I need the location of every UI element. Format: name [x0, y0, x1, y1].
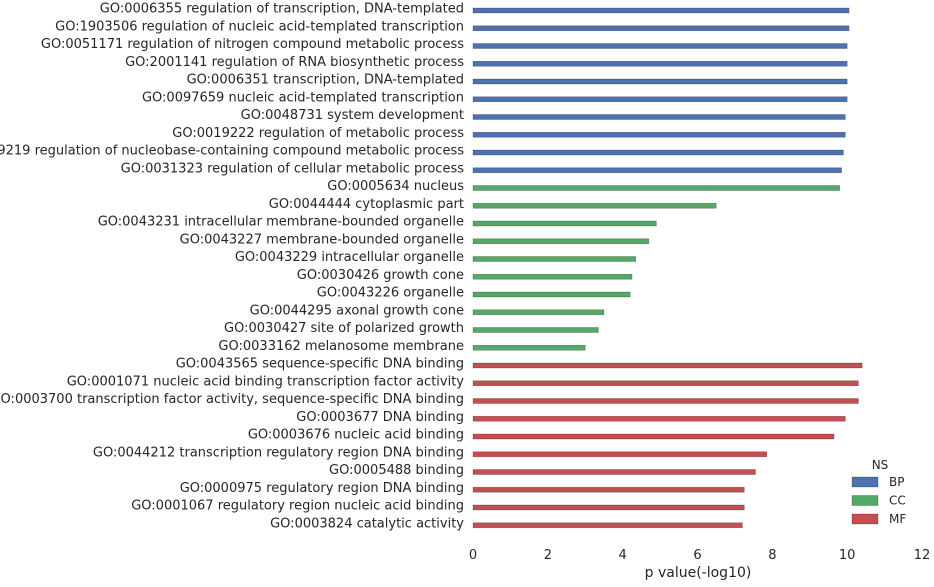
- bar-bp: [472, 7, 850, 14]
- legend-label-cc: CC: [889, 494, 906, 508]
- bar-mf: [472, 486, 745, 493]
- bar-cc: [472, 220, 657, 227]
- category-label: GO:0006351 transcription, DNA-templated: [187, 73, 464, 88]
- bar-cc: [472, 344, 586, 351]
- bar-mf: [472, 380, 859, 387]
- category-label: GO:0003700 transcription factor activity…: [0, 392, 464, 407]
- category-label: GO:0030426 growth cone: [297, 268, 464, 283]
- category-label: GO:0001067 regulatory region nucleic aci…: [131, 499, 464, 514]
- x-tick-label: 12: [914, 548, 931, 563]
- x-tick-label: 10: [839, 548, 856, 563]
- x-tick-label: 0: [469, 548, 477, 563]
- bar-cc: [472, 256, 637, 262]
- category-label: GO:0003677 DNA binding: [296, 410, 464, 425]
- bars-layer: [472, 7, 863, 529]
- category-label: GO:0005634 nucleus: [327, 179, 464, 194]
- bar-mf: [472, 362, 863, 369]
- bar-bp: [472, 96, 848, 103]
- category-label: GO:0043231 intracellular membrane-bounde…: [98, 215, 464, 230]
- bar-mf: [472, 433, 835, 440]
- bar-mf: [472, 504, 745, 511]
- category-label: GO:0019222 regulation of metabolic proce…: [172, 126, 464, 141]
- bar-mf: [472, 469, 756, 475]
- category-label: GO:0043565 sequence-specific DNA binding: [176, 357, 464, 372]
- category-label: GO:0000975 regulatory region DNA binding: [180, 481, 464, 496]
- legend-swatch-mf: [851, 513, 879, 525]
- x-tick-label: 6: [693, 548, 701, 563]
- legend-swatch-bp: [851, 476, 879, 488]
- bar-bp: [472, 60, 848, 67]
- bar-bp: [472, 167, 842, 174]
- category-label: GO:0031323 regulation of cellular metabo…: [121, 161, 465, 176]
- x-axis-ticks: 0 2 4 6 8 10 12: [469, 548, 930, 563]
- category-label: GO:0006355 regulation of transcription, …: [100, 2, 464, 17]
- category-label: GO:0043226 organelle: [317, 286, 464, 301]
- category-label: GO:0033162 melanosome membrane: [218, 339, 464, 354]
- category-label: GO:0005488 binding: [329, 463, 464, 478]
- bar-cc: [472, 185, 840, 191]
- category-label: GO:0097659 nucleic acid-templated transc…: [142, 90, 464, 105]
- bar-bp: [472, 131, 846, 138]
- bar-bp: [472, 78, 848, 85]
- category-label: GO:0030427 site of polarized growth: [224, 321, 464, 336]
- x-tick-label: 8: [768, 548, 776, 563]
- legend-title: NS: [872, 458, 889, 472]
- legend-label-bp: BP: [889, 475, 904, 489]
- category-label: GO:0044295 axonal growth cone: [250, 303, 464, 318]
- category-labels: GO:0006355 regulation of transcription, …: [0, 2, 464, 532]
- category-label: GO:0044444 cytoplasmic part: [269, 197, 464, 212]
- bar-cc: [472, 309, 605, 316]
- bar-cc: [472, 273, 633, 280]
- category-label: GO:0001071 nucleic acid binding transcri…: [67, 374, 465, 389]
- category-label: GO:2001141 regulation of RNA biosyntheti…: [125, 55, 464, 70]
- bar-cc: [472, 238, 650, 245]
- x-axis-label: p value(-log10): [645, 565, 752, 581]
- category-label: GO:0019219 regulation of nucleobase-cont…: [0, 144, 464, 159]
- bar-mf: [472, 415, 846, 422]
- x-tick-label: 2: [544, 548, 552, 563]
- bar-mf: [472, 451, 768, 458]
- category-label: GO:0051171 regulation of nitrogen compou…: [41, 37, 464, 52]
- bar-mf: [472, 522, 743, 529]
- bar-bp: [472, 43, 848, 49]
- category-label: GO:0043227 membrane-bounded organelle: [180, 232, 464, 247]
- bar-bp: [472, 149, 844, 156]
- category-label: GO:1903506 regulation of nucleic acid-te…: [55, 19, 464, 34]
- bar-bp: [472, 25, 850, 32]
- category-label: GO:0003676 nucleic acid binding: [248, 428, 464, 443]
- category-label: GO:0044212 transcription regulatory regi…: [93, 445, 464, 460]
- category-label: GO:0043229 intracellular organelle: [235, 250, 464, 265]
- legend-label-mf: MF: [889, 512, 906, 526]
- bar-cc: [472, 327, 599, 333]
- legend-swatch-cc: [851, 495, 879, 506]
- bar-bp: [472, 114, 846, 120]
- bar-cc: [472, 202, 717, 209]
- x-tick-label: 4: [619, 548, 627, 563]
- bar-cc: [472, 291, 631, 298]
- legend: NS BP CC MF: [851, 458, 906, 526]
- category-label: GO:0048731 system development: [241, 108, 464, 123]
- bar-mf: [472, 398, 859, 404]
- category-label: GO:0003824 catalytic activity: [270, 516, 464, 531]
